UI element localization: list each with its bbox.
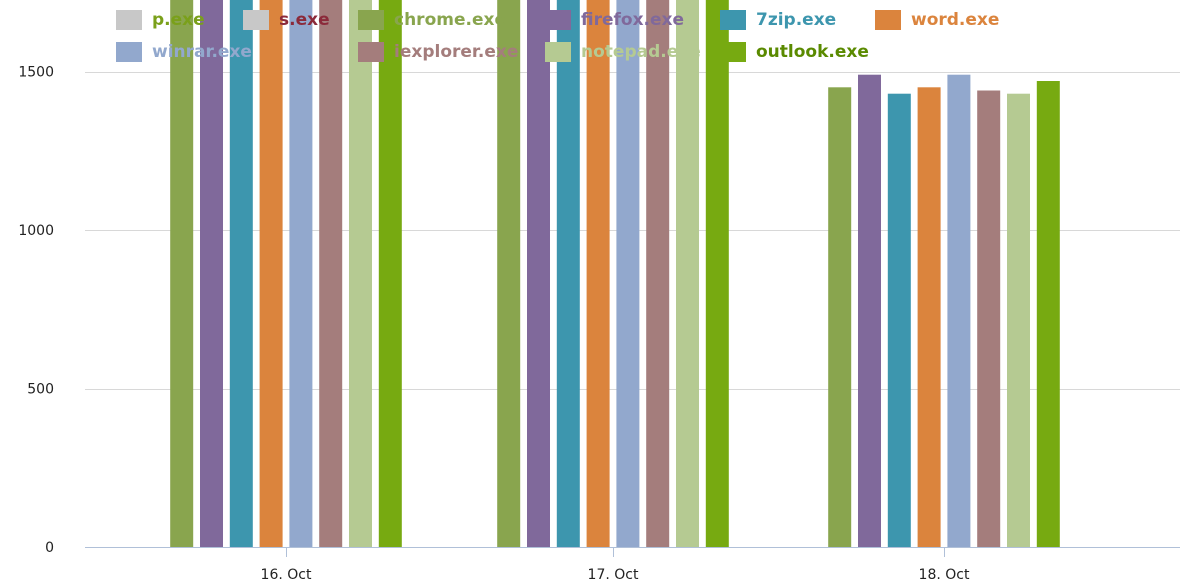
y-tick-label-1000: 1000 (18, 223, 54, 239)
legend-swatch-iexplorer-exe (358, 42, 384, 62)
bar-winrar-exe-18-oct[interactable] (947, 74, 971, 547)
bar-notepad-exe-18-oct[interactable] (1007, 93, 1030, 547)
bar-winrar-exe-16-oct[interactable] (289, 0, 313, 547)
legend-item-word-exe[interactable]: word.exe (875, 10, 999, 30)
legend-label-notepad-exe: notepad.exe (581, 42, 701, 62)
bar-7zip-exe-16-oct[interactable] (229, 0, 253, 547)
y-axis: 05001000150020002500 (18, 65, 54, 557)
legend-item-s-exe[interactable]: s.exe (243, 10, 330, 30)
legend-label-word-exe: word.exe (911, 10, 999, 30)
bar-word-exe-18-oct[interactable] (917, 87, 941, 548)
bar-word-exe-16-oct[interactable] (259, 0, 283, 547)
y-tick-label-500: 500 (27, 382, 54, 398)
y-tick-label-0: 0 (45, 540, 54, 556)
legend: p.exe s.exe chrome.exe firefox.exe 7zip.exe w… (116, 10, 999, 62)
bar-outlook-exe-16-oct[interactable] (378, 0, 402, 547)
bar-firefox-exe-17-oct[interactable] (527, 0, 550, 547)
bar-outlook-exe-17-oct[interactable] (705, 0, 729, 548)
bar-iexplorer-exe-16-oct[interactable] (319, 0, 343, 548)
legend-label-iexplorer-exe: iexplorer.exe (394, 42, 518, 62)
legend-label-outlook-exe: outlook.exe (756, 42, 869, 62)
legend-swatch-s-exe (243, 10, 269, 30)
bar-notepad-exe-16-oct[interactable] (349, 0, 372, 548)
legend-label-s-exe: s.exe (279, 10, 330, 30)
legend-swatch-p-exe (116, 10, 142, 30)
legend-swatch-word-exe (875, 10, 901, 30)
legend-item-notepad-exe[interactable]: notepad.exe (545, 42, 701, 62)
legend-label-chrome-exe: chrome.exe (394, 10, 506, 30)
legend-item-outlook-exe[interactable]: outlook.exe (720, 42, 869, 62)
bar-winrar-exe-17-oct[interactable] (616, 0, 640, 547)
bar-outlook-exe-18-oct[interactable] (1036, 81, 1060, 547)
bar-firefox-exe-16-oct[interactable] (200, 0, 223, 547)
legend-item-p-exe[interactable]: p.exe (116, 10, 205, 30)
x-tick-label-18-oct: 18. Oct (919, 567, 970, 583)
bar-7zip-exe-18-oct[interactable] (887, 93, 911, 547)
legend-label-p-exe: p.exe (152, 10, 205, 30)
legend-swatch-7zip-exe (720, 10, 746, 30)
legend-swatch-chrome-exe (358, 10, 384, 30)
bar-iexplorer-exe-17-oct[interactable] (646, 0, 670, 547)
bar-chrome-exe-17-oct[interactable] (497, 0, 521, 547)
legend-label-7zip-exe: 7zip.exe (756, 10, 836, 30)
x-tick-label-17-oct: 17. Oct (588, 567, 639, 583)
legend-swatch-outlook-exe (720, 42, 746, 62)
legend-item-chrome-exe[interactable]: chrome.exe (358, 10, 506, 30)
bar-chrome-exe-18-oct[interactable] (828, 87, 852, 548)
legend-swatch-firefox-exe (545, 10, 571, 30)
legend-item-iexplorer-exe[interactable]: iexplorer.exe (358, 42, 518, 62)
bars (170, 0, 1060, 548)
legend-swatch-winrar-exe (116, 42, 142, 62)
legend-item-7zip-exe[interactable]: 7zip.exe (720, 10, 836, 30)
bar-notepad-exe-17-oct[interactable] (676, 0, 699, 547)
x-axis: 16. Oct 17. Oct 18. Oct (85, 547, 1180, 583)
legend-item-firefox-exe[interactable]: firefox.exe (545, 10, 684, 30)
x-tick-label-16-oct: 16. Oct (261, 567, 312, 583)
bar-7zip-exe-17-oct[interactable] (556, 0, 580, 548)
bar-iexplorer-exe-18-oct[interactable] (977, 90, 1001, 548)
bar-chrome-exe-16-oct[interactable] (170, 0, 194, 547)
legend-item-winrar-exe[interactable]: winrar.exe (116, 42, 252, 62)
legend-swatch-notepad-exe (545, 42, 571, 62)
legend-label-firefox-exe: firefox.exe (581, 10, 684, 30)
bar-word-exe-17-oct[interactable] (586, 0, 610, 547)
legend-label-winrar-exe: winrar.exe (152, 42, 252, 62)
bar-firefox-exe-18-oct[interactable] (858, 74, 881, 547)
y-tick-label-1500: 1500 (18, 65, 54, 81)
